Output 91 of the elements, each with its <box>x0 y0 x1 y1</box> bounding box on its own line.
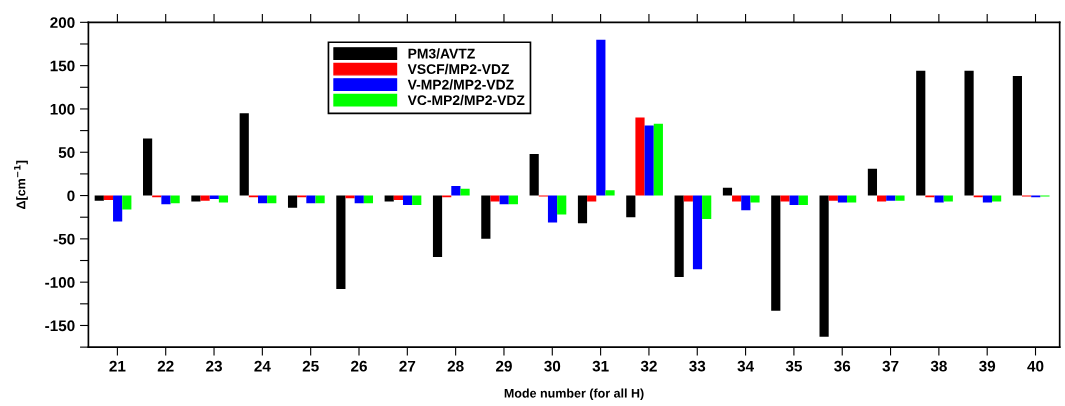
bar <box>103 195 114 200</box>
bar <box>722 187 733 196</box>
x-tick-label: 21 <box>109 360 126 372</box>
bar <box>577 195 588 224</box>
bar <box>895 195 905 201</box>
bar <box>916 70 926 196</box>
bar <box>943 195 953 202</box>
x-tick-label: 37 <box>882 360 899 372</box>
bar <box>287 195 298 208</box>
bar <box>529 153 539 196</box>
bar <box>499 195 509 205</box>
bar <box>432 195 443 258</box>
bar <box>877 195 887 202</box>
bar <box>191 195 201 202</box>
x-tick-label: 27 <box>399 360 416 372</box>
bar <box>605 190 615 196</box>
x-tick-label: 23 <box>206 360 222 372</box>
bar <box>635 117 645 196</box>
bar <box>819 195 829 337</box>
bar <box>402 195 413 206</box>
legend-label: PM3/AVTZ <box>408 48 475 59</box>
bar <box>692 195 703 270</box>
x-tick-label: 33 <box>689 360 706 372</box>
bar <box>683 195 693 202</box>
x-tick-label: 24 <box>254 360 271 372</box>
x-tick-label: 36 <box>834 360 851 372</box>
x-tick-label: 35 <box>785 360 802 372</box>
bar <box>587 195 597 202</box>
bar <box>481 195 491 239</box>
bar <box>508 195 518 205</box>
bar <box>732 195 742 202</box>
bar <box>789 195 799 206</box>
y-tick-label: 150 <box>50 60 75 72</box>
x-axis-title: Mode number (for all H) <box>504 388 644 401</box>
bar <box>393 195 403 200</box>
bar <box>828 195 838 201</box>
x-tick-label: 31 <box>592 360 609 372</box>
bar <box>780 195 790 202</box>
bar <box>992 195 1002 202</box>
legend-label: VSCF/MP2-VDZ <box>407 63 510 75</box>
y-tick-label: 0 <box>67 190 75 202</box>
y-tick-label: -100 <box>45 277 75 288</box>
bar <box>490 195 500 202</box>
x-tick-label: 38 <box>930 360 947 372</box>
bar <box>384 195 394 202</box>
bar <box>964 70 974 196</box>
bar <box>674 195 684 277</box>
y-tick-label: 200 <box>50 17 75 29</box>
x-tick-label: 28 <box>447 360 464 372</box>
bar <box>306 195 316 204</box>
bar <box>596 39 606 196</box>
x-tick-label: 26 <box>351 360 367 372</box>
bar <box>644 125 654 196</box>
y-tick-label: 50 <box>58 147 75 158</box>
bar <box>239 113 249 196</box>
bar <box>771 195 781 311</box>
y-tick-label: -50 <box>53 233 75 245</box>
bar <box>122 195 132 210</box>
bar <box>94 195 104 201</box>
x-tick-label: 34 <box>737 360 754 372</box>
x-tick-label: 29 <box>496 360 512 372</box>
y-tick-label: 100 <box>50 103 75 115</box>
bar <box>653 123 663 196</box>
x-tick-label: 22 <box>157 360 174 372</box>
bar <box>557 195 567 215</box>
bar <box>867 168 878 196</box>
y-tick-label: -150 <box>45 320 75 332</box>
bar <box>741 195 751 211</box>
bar <box>750 195 760 203</box>
x-tick-label: 32 <box>640 360 657 372</box>
bar <box>886 195 896 201</box>
bar <box>460 188 470 196</box>
bar <box>412 195 422 206</box>
bar <box>200 195 210 201</box>
x-tick-label: 39 <box>979 360 996 372</box>
y-axis-title: Δ[cm$^{−1}$] <box>14 160 28 209</box>
bar <box>702 195 712 219</box>
x-tick-label: 25 <box>302 360 319 372</box>
bar <box>547 195 558 223</box>
bar <box>161 195 171 205</box>
x-tick-label: 40 <box>1027 360 1044 372</box>
legend-label: VC-MP2/MP2-VDZ <box>407 94 525 106</box>
bar <box>798 195 808 206</box>
bar <box>451 186 461 196</box>
bar <box>1012 76 1022 196</box>
legend-label: V-MP2/MP2-VDZ <box>407 79 514 90</box>
bar <box>626 195 636 218</box>
bar <box>143 138 153 196</box>
bar <box>113 195 123 222</box>
bar <box>336 195 346 290</box>
x-tick-label: 30 <box>544 360 561 372</box>
